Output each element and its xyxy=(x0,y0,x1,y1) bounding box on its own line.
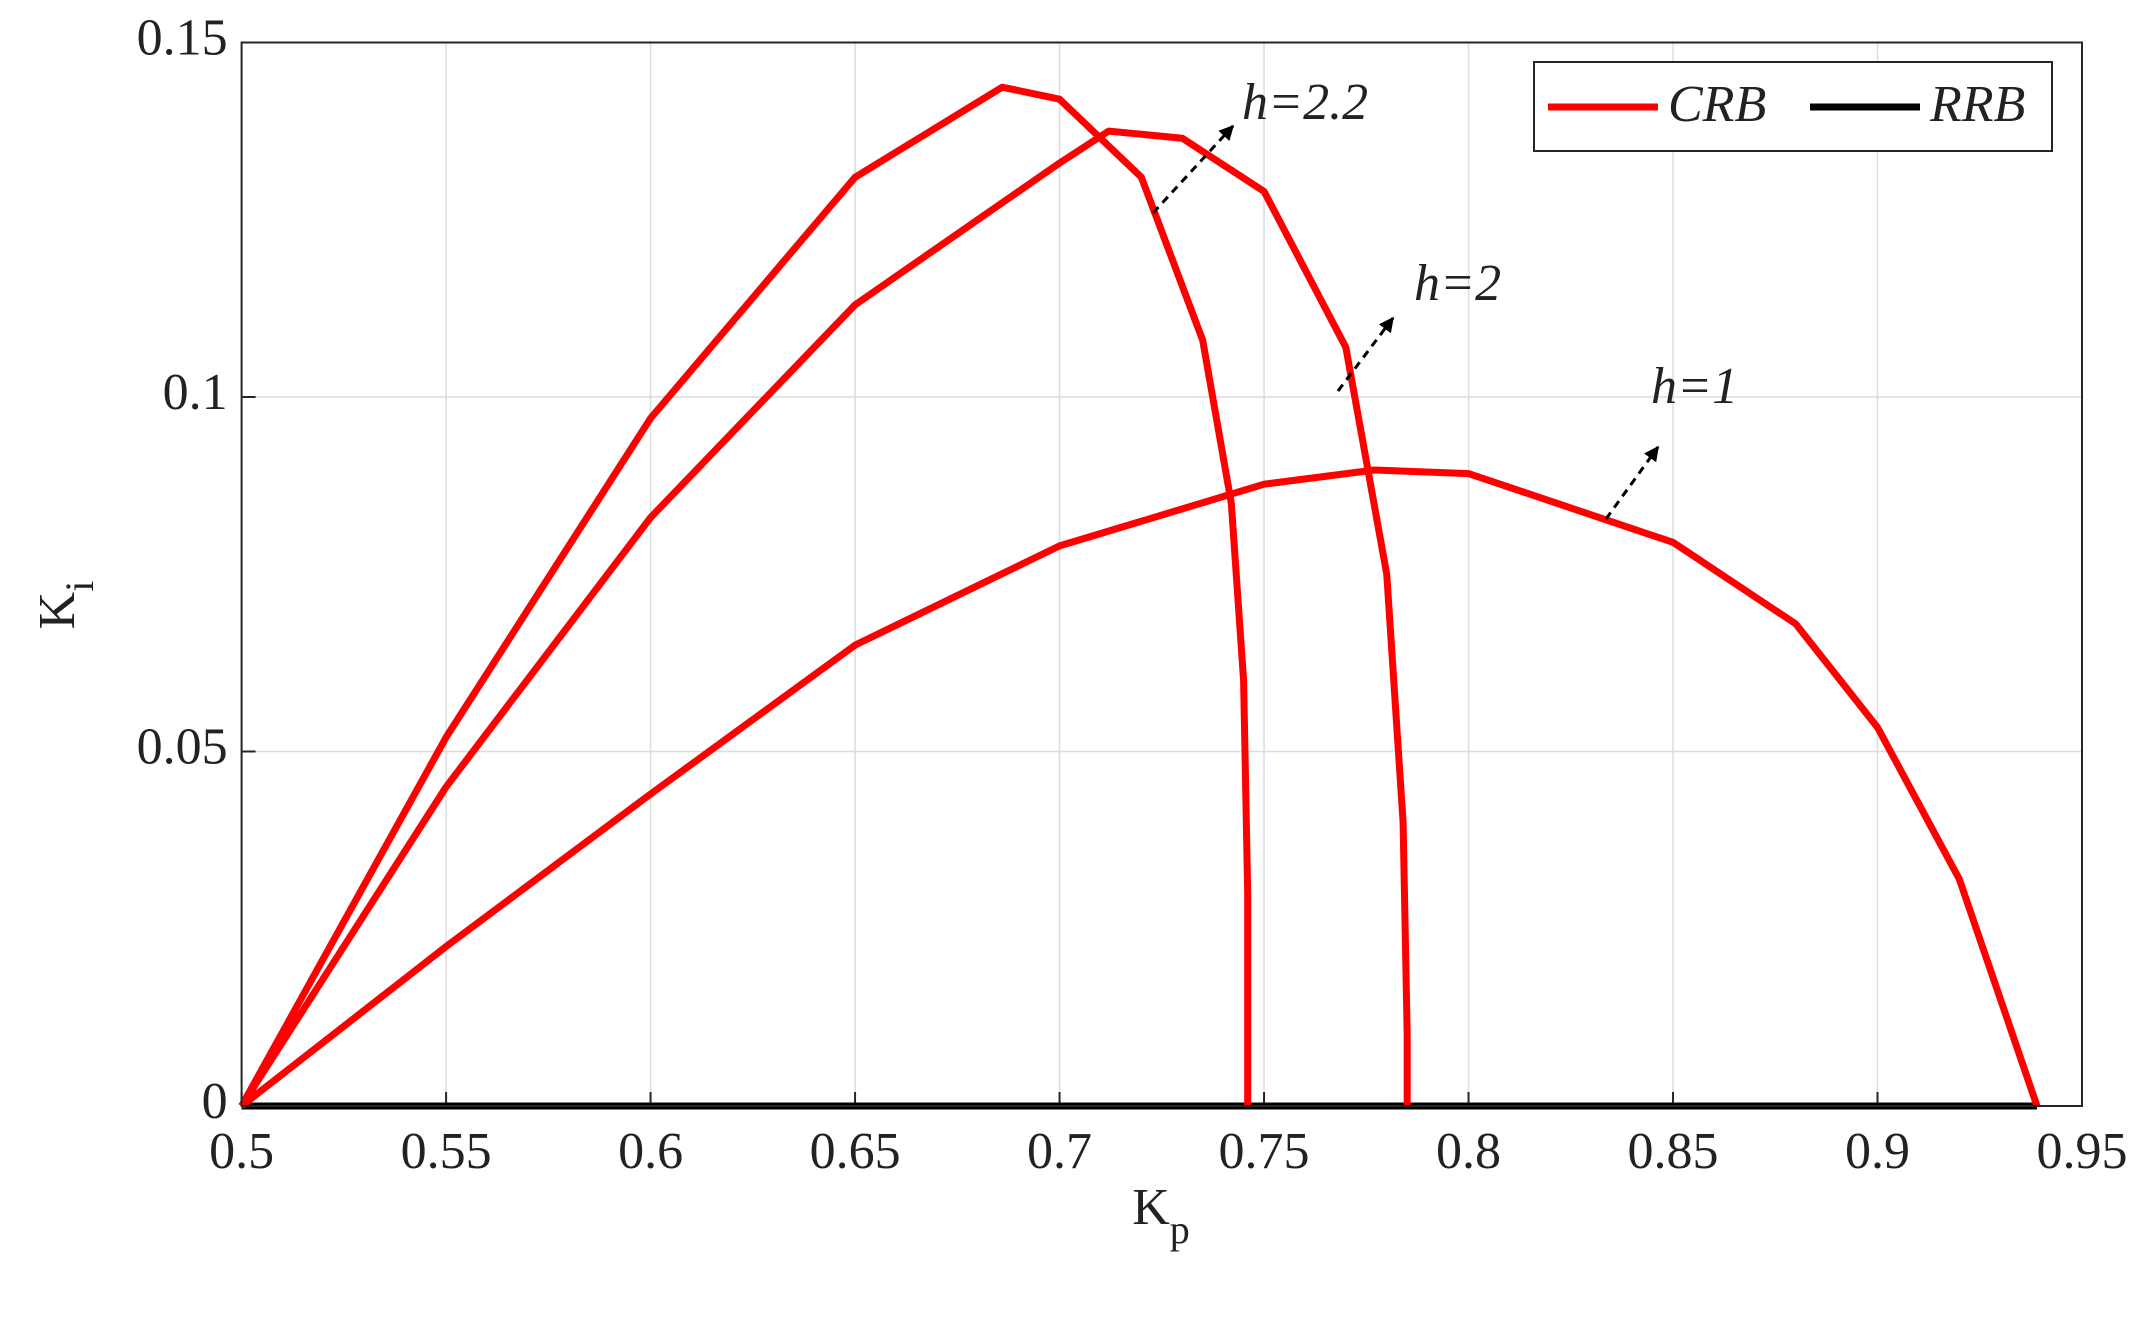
y-tick-label: 0.1 xyxy=(163,364,228,421)
x-tick-label: 0.75 xyxy=(1219,1123,1310,1180)
x-tick-label: 0.5 xyxy=(209,1123,274,1180)
y-tick-label: 0.15 xyxy=(137,9,228,66)
line xyxy=(238,83,1252,1108)
y-axis-label-sub: i xyxy=(57,581,102,592)
legend: CRB RRB xyxy=(1533,61,2053,152)
y-axis-label: Ki xyxy=(29,581,102,630)
legend-label: RRB xyxy=(1929,76,2025,133)
plot-frame xyxy=(240,41,2084,1107)
x-axis-label: Kp xyxy=(1132,1179,1190,1252)
x-tick-label: 0.55 xyxy=(401,1123,492,1180)
annotation: h=1 xyxy=(1651,358,1738,415)
y-tick-label: 0 xyxy=(202,1073,228,1130)
legend-label: CRB xyxy=(1668,76,1766,133)
x-tick-label: 0.6 xyxy=(618,1123,683,1180)
y-tick-label: 0.05 xyxy=(137,718,228,775)
x-tick-label: 0.85 xyxy=(1628,1123,1719,1180)
x-tick-label: 0.65 xyxy=(810,1123,901,1180)
x-axis-label-sub: p xyxy=(1170,1207,1190,1252)
x-axis-label-main: K xyxy=(1132,1179,1170,1236)
y-axis-label-main: K xyxy=(29,591,86,629)
line xyxy=(239,466,2041,1109)
x-tick-label: 0.95 xyxy=(2037,1123,2128,1180)
arrow xyxy=(1151,124,1235,215)
x-tick-label: 0.9 xyxy=(1845,1123,1910,1180)
arrow xyxy=(1336,316,1395,392)
arrow xyxy=(1604,445,1660,520)
annotation: h=2 xyxy=(1414,255,1501,312)
x-tick-label: 0.7 xyxy=(1027,1123,1092,1180)
annotation: h=2.2 xyxy=(1242,74,1368,131)
line xyxy=(238,127,1411,1108)
x-tick-label: 0.8 xyxy=(1436,1123,1501,1180)
